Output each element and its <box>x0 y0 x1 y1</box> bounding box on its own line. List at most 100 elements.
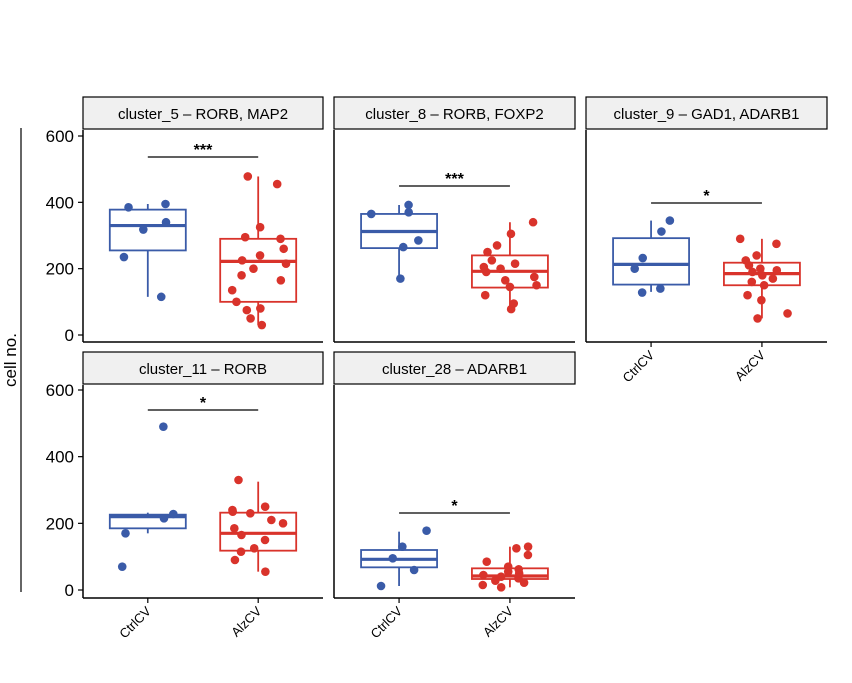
data-point <box>367 210 376 219</box>
data-point <box>121 529 130 538</box>
box-iqr-CtrlCV <box>110 210 186 251</box>
data-point <box>736 235 745 244</box>
panel-4: cluster_11 – RORB 0 200 400 600 CtrlCV AlzCV * <box>46 352 323 641</box>
data-point <box>511 259 520 268</box>
data-point <box>410 566 419 575</box>
data-point <box>514 565 523 574</box>
data-point <box>279 519 288 528</box>
data-point <box>157 293 166 302</box>
data-point <box>241 233 250 242</box>
panel-2: cluster_8 – RORB, FOXP2*** <box>334 97 575 342</box>
data-point <box>504 562 513 571</box>
data-point <box>234 476 243 485</box>
data-point <box>783 309 792 318</box>
data-point <box>501 276 510 285</box>
panel-title: cluster_11 – RORB <box>139 361 267 378</box>
data-point <box>261 536 270 545</box>
data-point <box>529 218 538 227</box>
data-point <box>232 298 241 307</box>
data-point <box>243 172 252 181</box>
data-point <box>666 216 675 225</box>
significance-label: *** <box>194 142 213 159</box>
box-iqr-AlzCV <box>220 513 296 551</box>
data-point <box>160 514 169 523</box>
data-point <box>756 264 765 273</box>
data-point <box>760 281 769 290</box>
data-point <box>139 225 148 234</box>
y-tick-label: 0 <box>65 581 74 600</box>
panel-title: cluster_8 – RORB, FOXP2 <box>365 106 543 123</box>
data-point <box>161 200 170 209</box>
data-point <box>237 531 246 540</box>
data-point <box>228 506 237 515</box>
panel-title: cluster_9 – GAD1, ADARB1 <box>614 106 800 123</box>
y-tick-label: 200 <box>46 260 74 279</box>
data-point <box>482 557 491 566</box>
y-tick-label: 200 <box>46 514 74 533</box>
data-point <box>118 562 127 571</box>
data-point <box>159 422 168 431</box>
data-point <box>772 239 781 248</box>
panel-5: cluster_28 – ADARB1 CtrlCV AlzCV * <box>334 352 575 641</box>
data-point <box>656 284 665 293</box>
data-point <box>279 244 288 253</box>
data-point <box>479 571 488 580</box>
data-point <box>246 509 255 518</box>
y-tick-label: 600 <box>46 127 74 146</box>
data-point <box>497 583 506 592</box>
data-point <box>388 554 397 563</box>
data-point <box>162 218 171 227</box>
data-point <box>757 296 766 305</box>
data-point <box>524 551 533 560</box>
data-point <box>512 544 521 553</box>
data-point <box>657 227 666 236</box>
data-point <box>478 581 487 590</box>
panel-title: cluster_5 – RORB, MAP2 <box>118 106 288 123</box>
significance-label: * <box>703 188 710 205</box>
data-point <box>277 276 286 285</box>
x-tick-label: CtrlCV <box>620 347 658 385</box>
data-point <box>273 180 282 189</box>
x-tick-label: AlzCV <box>480 603 516 639</box>
data-point <box>396 274 405 283</box>
data-point <box>532 281 541 290</box>
data-point <box>169 510 178 519</box>
y-tick-label: 400 <box>46 448 74 467</box>
significance-label: * <box>200 395 207 412</box>
panel-title: cluster_28 – ADARB1 <box>382 361 527 378</box>
data-point <box>282 259 291 268</box>
data-point <box>246 314 255 323</box>
data-point <box>496 264 505 273</box>
data-point <box>481 291 490 300</box>
data-point <box>261 502 270 511</box>
data-point <box>509 299 518 308</box>
data-point <box>638 254 647 263</box>
faceted-boxplot-figure: cell no. cluster_5 – RORB, MAP2 0 200 400 60… <box>0 0 852 683</box>
data-point <box>256 223 265 232</box>
y-tick-label: 600 <box>46 381 74 400</box>
x-tick-label: CtrlCV <box>368 603 406 641</box>
data-point <box>752 251 761 260</box>
data-point <box>753 314 762 323</box>
panel-3: cluster_9 – GAD1, ADARB1CtrlCV AlzCV* <box>586 97 827 385</box>
panel-1: cluster_5 – RORB, MAP2 0 200 400 600 *** <box>46 97 323 345</box>
data-point <box>483 248 492 257</box>
significance-label: * <box>451 498 458 515</box>
y-tick-label: 0 <box>65 326 74 345</box>
data-point <box>530 273 539 282</box>
data-point <box>124 203 133 212</box>
data-point <box>237 271 246 280</box>
data-point <box>638 288 647 297</box>
data-point <box>250 544 259 553</box>
data-point <box>267 516 276 525</box>
y-axis-title: cell no. <box>1 333 20 387</box>
data-point <box>772 266 781 275</box>
data-point <box>231 556 240 565</box>
data-point <box>747 278 756 287</box>
data-point <box>404 201 413 210</box>
data-point <box>258 321 267 330</box>
data-point <box>524 542 533 551</box>
data-point <box>228 286 237 295</box>
data-point <box>377 582 386 591</box>
x-tick-label: AlzCV <box>228 603 264 639</box>
